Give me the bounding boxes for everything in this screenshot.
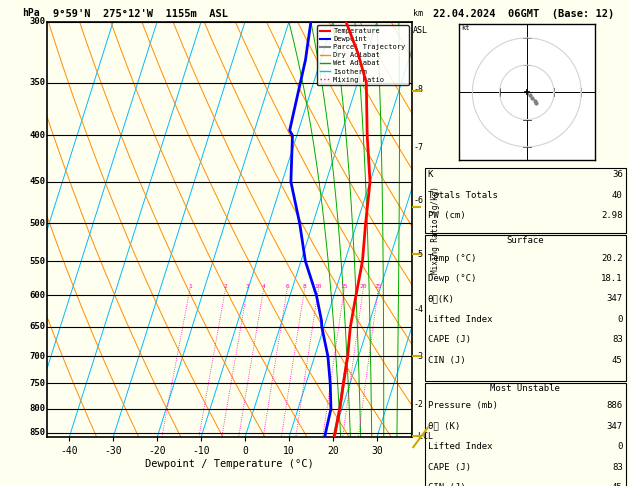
Text: CAPE (J): CAPE (J) <box>428 335 470 344</box>
Text: 4: 4 <box>262 284 265 289</box>
Text: -7: -7 <box>413 142 423 152</box>
Text: 36: 36 <box>612 170 623 179</box>
Text: 25: 25 <box>374 284 382 289</box>
Text: Most Unstable: Most Unstable <box>490 384 560 393</box>
Text: 450: 450 <box>29 177 45 186</box>
Text: θᴄ(K): θᴄ(K) <box>428 295 455 303</box>
Text: 850: 850 <box>29 428 45 437</box>
Text: CAPE (J): CAPE (J) <box>428 463 470 471</box>
Text: 347: 347 <box>606 295 623 303</box>
Text: -4: -4 <box>413 305 423 314</box>
Text: Lifted Index: Lifted Index <box>428 442 493 451</box>
Text: kt: kt <box>462 25 470 31</box>
Text: 8: 8 <box>303 284 306 289</box>
Text: CIN (J): CIN (J) <box>428 483 465 486</box>
Text: -5: -5 <box>413 250 423 259</box>
Text: 20.2: 20.2 <box>601 254 623 262</box>
Text: 9°59'N  275°12'W  1155m  ASL: 9°59'N 275°12'W 1155m ASL <box>53 9 228 19</box>
Text: K: K <box>428 170 433 179</box>
Text: 20: 20 <box>360 284 367 289</box>
Text: -8: -8 <box>413 85 423 94</box>
Text: -LCL: -LCL <box>413 432 433 440</box>
Text: hPa: hPa <box>21 8 39 17</box>
Text: 0: 0 <box>617 315 623 324</box>
Text: 886: 886 <box>606 401 623 410</box>
Text: 10: 10 <box>314 284 322 289</box>
Legend: Temperature, Dewpoint, Parcel Trajectory, Dry Adiabat, Wet Adiabat, Isotherm, Mi: Temperature, Dewpoint, Parcel Trajectory… <box>317 25 408 86</box>
Text: 2.98: 2.98 <box>601 211 623 220</box>
Text: Lifted Index: Lifted Index <box>428 315 493 324</box>
Text: 400: 400 <box>29 131 45 140</box>
Text: Dewp (°C): Dewp (°C) <box>428 274 476 283</box>
Text: 2: 2 <box>224 284 228 289</box>
Text: 650: 650 <box>29 322 45 331</box>
Text: Mixing Ratio (g/kg): Mixing Ratio (g/kg) <box>431 186 440 274</box>
Text: 350: 350 <box>29 78 45 87</box>
Text: -2: -2 <box>413 400 423 409</box>
X-axis label: Dewpoint / Temperature (°C): Dewpoint / Temperature (°C) <box>145 459 314 469</box>
Text: θᴄ (K): θᴄ (K) <box>428 422 460 431</box>
Text: km: km <box>413 9 423 17</box>
Text: 600: 600 <box>29 291 45 300</box>
Text: 1: 1 <box>188 284 192 289</box>
Text: 22.04.2024  06GMT  (Base: 12): 22.04.2024 06GMT (Base: 12) <box>433 9 615 19</box>
Text: 550: 550 <box>29 257 45 265</box>
Text: 0: 0 <box>617 442 623 451</box>
Text: 800: 800 <box>29 404 45 414</box>
Text: -3: -3 <box>413 352 423 361</box>
Text: 750: 750 <box>29 379 45 388</box>
Text: 18.1: 18.1 <box>601 274 623 283</box>
Text: PW (cm): PW (cm) <box>428 211 465 220</box>
Text: 3: 3 <box>245 284 249 289</box>
Text: -6: -6 <box>413 196 423 205</box>
Text: 15: 15 <box>340 284 348 289</box>
Text: Totals Totals: Totals Totals <box>428 191 498 200</box>
Text: 500: 500 <box>29 219 45 228</box>
Text: 700: 700 <box>29 352 45 361</box>
Text: CIN (J): CIN (J) <box>428 356 465 364</box>
Text: 45: 45 <box>612 483 623 486</box>
Text: Pressure (mb): Pressure (mb) <box>428 401 498 410</box>
Text: 40: 40 <box>612 191 623 200</box>
Text: 45: 45 <box>612 356 623 364</box>
Text: 83: 83 <box>612 335 623 344</box>
Text: 300: 300 <box>29 17 45 26</box>
Text: 347: 347 <box>606 422 623 431</box>
Text: ASL: ASL <box>413 26 428 35</box>
Text: Temp (°C): Temp (°C) <box>428 254 476 262</box>
Text: 6: 6 <box>286 284 289 289</box>
Text: Surface: Surface <box>506 236 544 245</box>
Text: 83: 83 <box>612 463 623 471</box>
